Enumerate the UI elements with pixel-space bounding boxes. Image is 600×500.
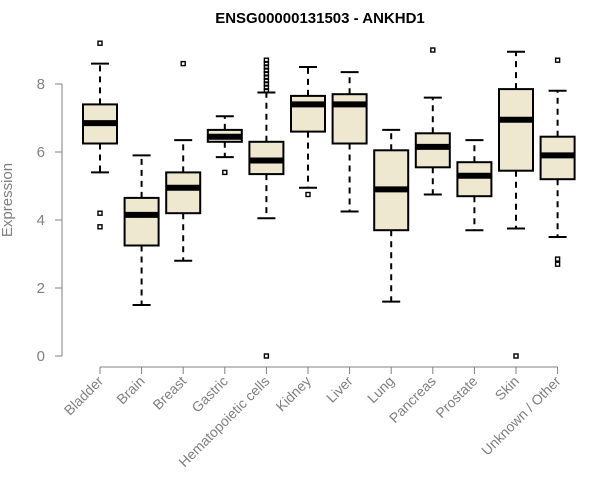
box-brain — [123, 154, 160, 306]
box-bladder — [82, 40, 118, 230]
x-tick-label: Breast — [149, 373, 189, 413]
outlier-point — [554, 256, 561, 262]
y-tick-label: 2 — [37, 280, 45, 297]
outlier-point — [554, 57, 561, 63]
outlier-point — [430, 47, 436, 53]
iqr-box — [498, 88, 534, 172]
x-tick-label: Liver — [323, 373, 356, 406]
x-tick-label: Unknown / Other — [478, 373, 564, 459]
box-kidney — [290, 66, 326, 198]
iqr-box — [456, 161, 493, 198]
x-tick-label: Kidney — [273, 373, 315, 415]
box-hematopoietic-cells — [248, 57, 285, 359]
y-axis: 0 2 4 6 8 — [37, 76, 63, 365]
outlier-point — [263, 353, 270, 359]
box-pancreas — [414, 47, 451, 196]
outlier-point — [180, 60, 186, 67]
iqr-box — [123, 196, 160, 247]
outlier-point — [222, 169, 228, 176]
y-tick-label: 8 — [37, 76, 45, 93]
outlier-point — [263, 88, 270, 94]
y-tick-label: 4 — [37, 212, 45, 229]
x-tick-label: Prostate — [432, 373, 480, 421]
y-tick-label: 6 — [37, 144, 45, 161]
x-tick-label: Brain — [113, 373, 147, 407]
x-tick-label: Bladder — [61, 373, 107, 419]
box-unknown-other — [539, 57, 576, 267]
box-skin — [498, 50, 534, 359]
outlier-point — [97, 210, 103, 216]
outlier-point — [97, 224, 103, 230]
y-axis-label: Expression — [0, 163, 16, 237]
outlier-point — [305, 191, 311, 198]
iqr-box — [414, 132, 451, 169]
outlier-point — [97, 40, 103, 46]
boxes — [82, 40, 576, 359]
box-gastric — [206, 115, 243, 176]
iqr-box — [290, 94, 326, 133]
box-prostate — [456, 139, 493, 232]
x-tick-label: Skin — [492, 373, 523, 404]
outlier-point — [554, 261, 561, 267]
box-liver — [331, 71, 368, 213]
chart-title: ENSG00000131503 - ANKHD1 — [215, 10, 425, 27]
x-tick-label: Lung — [364, 373, 397, 406]
box-lung — [373, 128, 410, 303]
iqr-box — [165, 171, 202, 215]
box-breast — [165, 60, 202, 262]
y-tick-label: 0 — [37, 348, 45, 365]
outlier-point — [513, 353, 519, 359]
